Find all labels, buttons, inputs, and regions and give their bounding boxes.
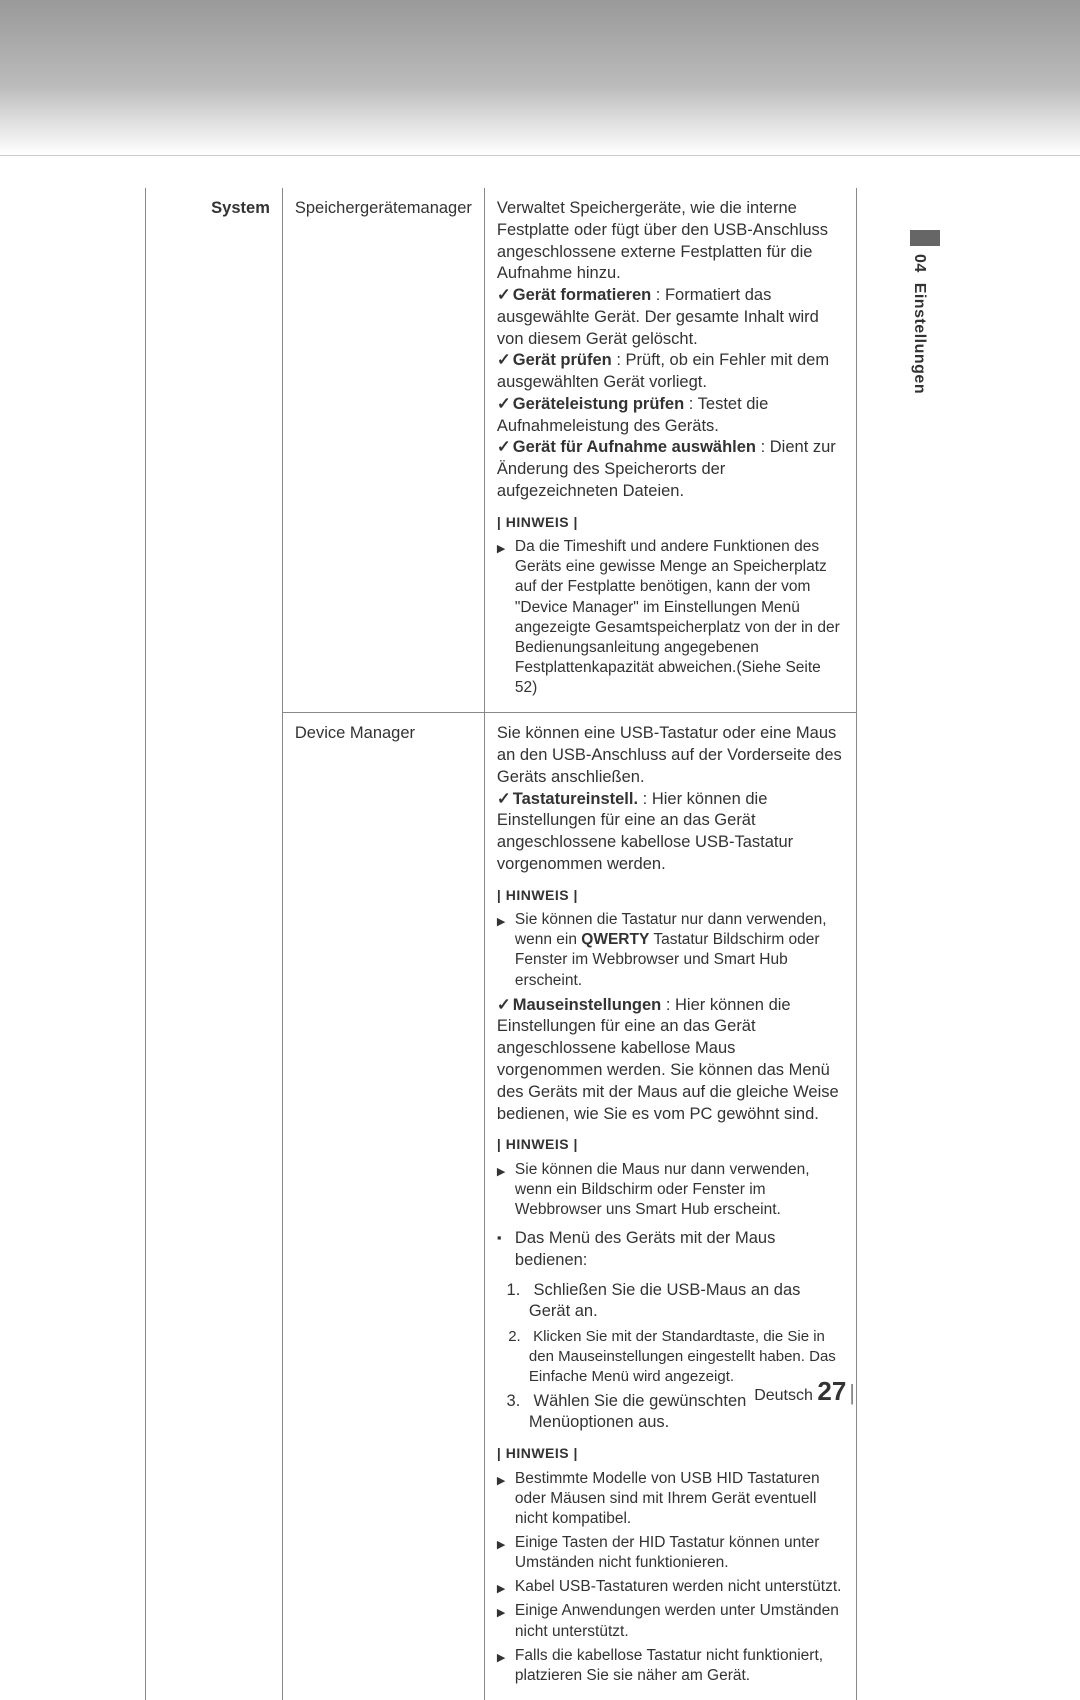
triangle-icon xyxy=(497,1160,515,1220)
note-text: Da die Timeshift und andere Funktionen d… xyxy=(515,537,844,698)
step-item: Schließen Sie die USB-Maus an das Gerät … xyxy=(525,1280,844,1324)
row-label-storage: Speichergerätemanager xyxy=(282,188,484,713)
footer-lang: Deutsch xyxy=(754,1387,813,1404)
header-gradient xyxy=(0,0,1080,156)
note-text: Bestimmte Modelle von USB HID Tastaturen… xyxy=(515,1469,844,1529)
triangle-icon xyxy=(497,1469,515,1529)
note-row: Sie können die Tastatur nur dann verwend… xyxy=(497,910,844,991)
note-row: Einige Tasten der HID Tastatur können un… xyxy=(497,1533,844,1573)
option-format: Gerät formatieren : Formatiert das ausge… xyxy=(497,285,844,350)
tab-marker xyxy=(910,230,940,246)
intro-text: Sie können eine USB-Tastatur oder eine M… xyxy=(497,723,844,788)
triangle-icon xyxy=(497,1533,515,1573)
row-desc-storage: Verwaltet Speichergeräte, wie die intern… xyxy=(484,188,856,713)
option-perf: Geräteleistung prüfen : Testet die Aufna… xyxy=(497,394,844,438)
triangle-icon xyxy=(497,1577,515,1597)
hinweis-label: | HINWEIS | xyxy=(497,513,844,531)
note-text: Sie können die Maus nur dann verwenden, … xyxy=(515,1160,844,1220)
note-row: Kabel USB-Tastaturen werden nicht unters… xyxy=(497,1577,844,1597)
section-label: System xyxy=(146,188,283,1700)
row-label: Speichergerätemanager xyxy=(295,199,472,217)
option-keyboard: Tastatureinstell. : Hier können die Eins… xyxy=(497,789,844,876)
chapter-tab: 04 Einstellungen xyxy=(910,230,940,394)
option-check: Gerät prüfen : Prüft, ob ein Fehler mit … xyxy=(497,350,844,394)
note-row: Einige Anwendungen werden unter Umstände… xyxy=(497,1601,844,1641)
square-icon xyxy=(497,1228,515,1272)
row-desc-device: Sie können eine USB-Tastatur oder eine M… xyxy=(484,713,856,1700)
section-title: System xyxy=(211,199,270,217)
subhead-text: Das Menü des Geräts mit der Maus bediene… xyxy=(515,1228,844,1272)
triangle-icon xyxy=(497,1601,515,1641)
subhead-row: Das Menü des Geräts mit der Maus bediene… xyxy=(497,1228,844,1272)
hinweis-label: | HINWEIS | xyxy=(497,886,844,904)
option-mouse: Mauseinstellungen : Hier können die Eins… xyxy=(497,995,844,1126)
note-row: Sie können die Maus nur dann verwenden, … xyxy=(497,1160,844,1220)
footer-page: 27 xyxy=(817,1376,846,1406)
note-text: Sie können die Tastatur nur dann verwend… xyxy=(515,910,844,991)
note-text: Falls die kabellose Tastatur nicht funkt… xyxy=(515,1646,844,1686)
note-text: Einige Tasten der HID Tastatur können un… xyxy=(515,1533,844,1573)
triangle-icon xyxy=(497,910,515,991)
hinweis-label: | HINWEIS | xyxy=(497,1135,844,1153)
page-footer: Deutsch 27| xyxy=(754,1376,855,1407)
footer-bar: | xyxy=(849,1380,855,1405)
note-row: Da die Timeshift und andere Funktionen d… xyxy=(497,537,844,698)
row-label-device: Device Manager xyxy=(282,713,484,1700)
chapter-text: 04 Einstellungen xyxy=(910,254,928,394)
note-row: Falls die kabellose Tastatur nicht funkt… xyxy=(497,1646,844,1686)
row-label: Device Manager xyxy=(295,724,415,742)
note-text: Kabel USB-Tastaturen werden nicht unters… xyxy=(515,1577,842,1597)
triangle-icon xyxy=(497,1646,515,1686)
settings-table-region: System Speichergerätemanager Verwaltet S… xyxy=(145,188,857,1700)
hinweis-label: | HINWEIS | xyxy=(497,1444,844,1462)
triangle-icon xyxy=(497,537,515,698)
steps-list: Schließen Sie die USB-Maus an das Gerät … xyxy=(525,1280,844,1434)
note-row: Bestimmte Modelle von USB HID Tastaturen… xyxy=(497,1469,844,1529)
settings-table: System Speichergerätemanager Verwaltet S… xyxy=(145,188,857,1700)
note-text: Einige Anwendungen werden unter Umstände… xyxy=(515,1601,844,1641)
option-select: Gerät für Aufnahme auswählen : Dient zur… xyxy=(497,437,844,502)
intro-text: Verwaltet Speichergeräte, wie die intern… xyxy=(497,198,844,285)
